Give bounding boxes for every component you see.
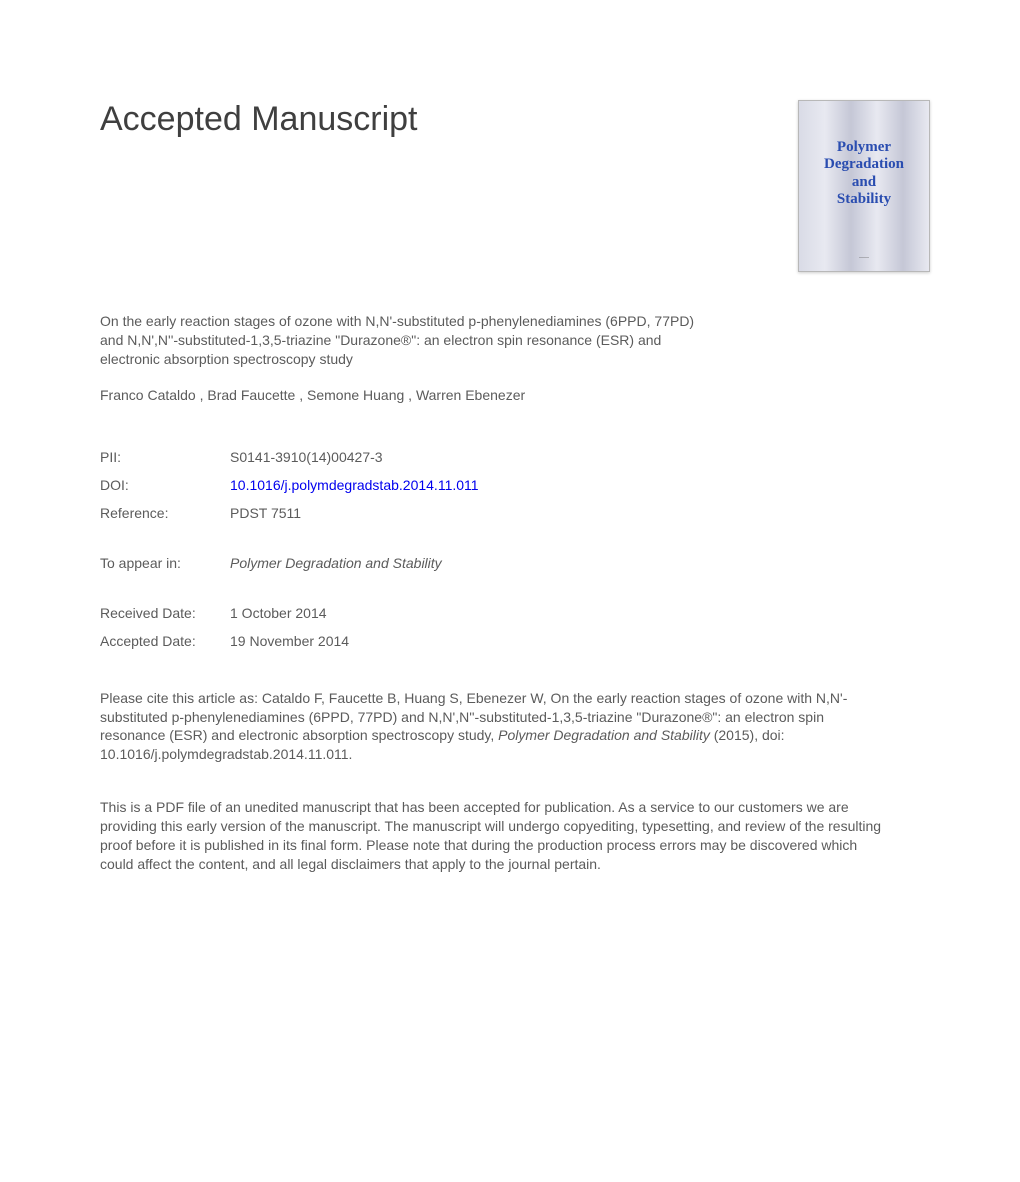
appear-value: Polymer Degradation and Stability	[230, 549, 479, 577]
disclaimer-paragraph: This is a PDF file of an unedited manusc…	[100, 798, 890, 874]
header-row: Accepted Manuscript Polymer Degradation …	[100, 100, 930, 272]
meta-row-appear: To appear in: Polymer Degradation and St…	[100, 549, 479, 577]
accepted-value: 19 November 2014	[230, 627, 479, 655]
cover-line-1: Polymer	[837, 139, 891, 155]
manuscript-page: Accepted Manuscript Polymer Degradation …	[0, 0, 1020, 934]
cover-footer: ——	[799, 255, 929, 261]
cover-line-2: Degradation	[824, 156, 904, 172]
journal-cover-thumbnail: Polymer Degradation and Stability ——	[798, 100, 930, 272]
meta-row-pii: PII: S0141-3910(14)00427-3	[100, 443, 479, 471]
cover-line-3: and	[852, 174, 876, 190]
meta-row-reference: Reference: PDST 7511	[100, 499, 479, 527]
article-title: On the early reaction stages of ozone wi…	[100, 312, 720, 369]
reference-value: PDST 7511	[230, 499, 479, 527]
page-heading: Accepted Manuscript	[100, 100, 418, 139]
doi-link[interactable]: 10.1016/j.polymdegradstab.2014.11.011	[230, 477, 479, 493]
doi-label: DOI:	[100, 471, 230, 499]
cover-title: Polymer Degradation and Stability	[799, 139, 929, 208]
appear-label: To appear in:	[100, 549, 230, 577]
received-value: 1 October 2014	[230, 599, 479, 627]
meta-row-received: Received Date: 1 October 2014	[100, 599, 479, 627]
citation-paragraph: Please cite this article as: Cataldo F, …	[100, 689, 890, 765]
citation-journal: Polymer Degradation and Stability	[498, 727, 710, 743]
pii-label: PII:	[100, 443, 230, 471]
authors-line: Franco Cataldo , Brad Faucette , Semone …	[100, 387, 930, 403]
pii-value: S0141-3910(14)00427-3	[230, 443, 479, 471]
accepted-label: Accepted Date:	[100, 627, 230, 655]
meta-row-accepted: Accepted Date: 19 November 2014	[100, 627, 479, 655]
reference-label: Reference:	[100, 499, 230, 527]
cover-line-4: Stability	[837, 191, 891, 207]
received-label: Received Date:	[100, 599, 230, 627]
metadata-table: PII: S0141-3910(14)00427-3 DOI: 10.1016/…	[100, 443, 479, 655]
meta-row-doi: DOI: 10.1016/j.polymdegradstab.2014.11.0…	[100, 471, 479, 499]
